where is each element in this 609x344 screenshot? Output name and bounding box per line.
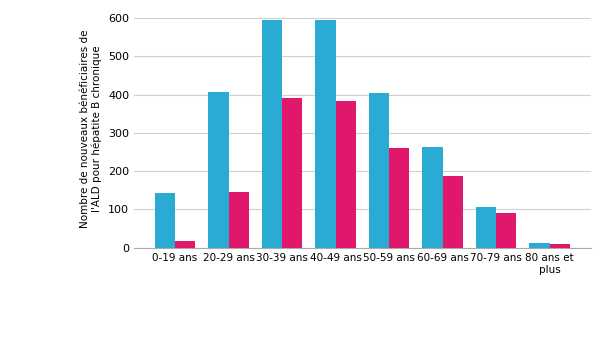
Bar xyxy=(175,241,195,248)
Bar xyxy=(282,98,303,248)
Bar xyxy=(443,176,463,248)
Bar xyxy=(336,101,356,248)
Bar xyxy=(228,192,249,248)
Bar xyxy=(208,92,228,248)
Bar xyxy=(155,193,175,248)
Bar xyxy=(315,20,336,248)
Bar xyxy=(422,147,443,248)
Y-axis label: Nombre de nouveaux bénéficiaires de
l'ALD pour hépatite B chronique: Nombre de nouveaux bénéficiaires de l'AL… xyxy=(80,30,102,228)
Bar xyxy=(550,244,570,248)
Bar xyxy=(529,243,550,248)
Bar xyxy=(389,148,409,248)
Bar xyxy=(262,20,282,248)
Bar xyxy=(369,93,389,248)
Bar xyxy=(476,207,496,248)
Bar xyxy=(496,213,516,248)
